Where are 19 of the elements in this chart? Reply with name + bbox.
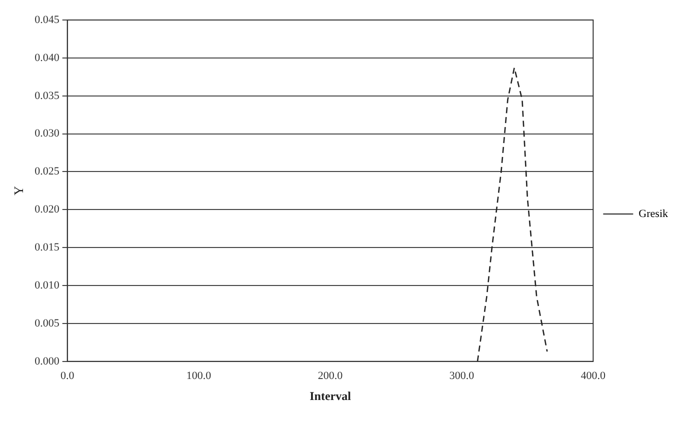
legend-label: Gresik	[638, 208, 668, 220]
y-tick-label: 0.015	[34, 241, 60, 254]
y-tick-label: 0.040	[34, 52, 60, 64]
y-tick-label: 0.000	[34, 355, 60, 368]
y-tick-label: 0.045	[34, 14, 60, 26]
x-tick-label: 300.0	[449, 370, 475, 382]
x-tick-label: 100.0	[186, 370, 212, 382]
x-tick-label: 0.0	[60, 370, 75, 382]
y-tick-label: 0.020	[34, 204, 60, 216]
y-tick-label: 0.005	[34, 317, 60, 330]
x-tick-label: 200.0	[318, 370, 344, 382]
line-series	[476, 67, 548, 362]
y-tick-label: 0.030	[34, 128, 60, 140]
y-tick-label: 0.010	[34, 279, 60, 292]
y-tick-label: 0.025	[34, 166, 60, 178]
x-tick-label: 400.0	[580, 370, 606, 382]
x-axis-title: Interval	[310, 388, 352, 403]
y-axis-title: Y	[11, 185, 26, 196]
y-tick-label: 0.035	[34, 90, 60, 102]
